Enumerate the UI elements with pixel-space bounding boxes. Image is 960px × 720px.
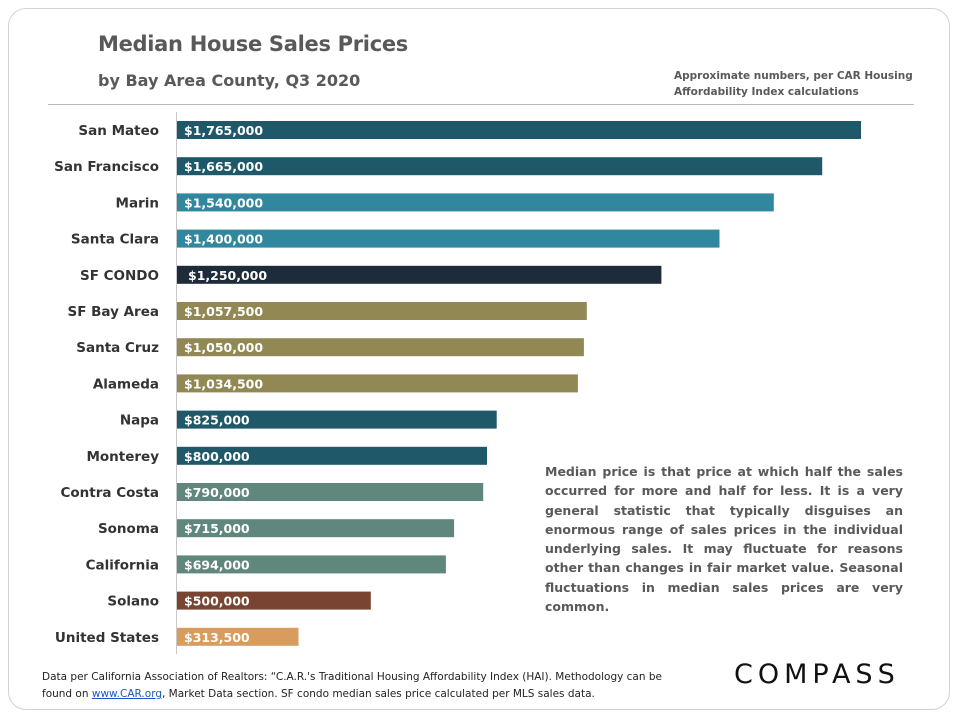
chart-subtitle: by Bay Area County, Q3 2020 [98, 71, 361, 90]
bar [177, 374, 578, 393]
category-label: San Francisco [54, 159, 159, 175]
bar [177, 483, 484, 501]
value-label: $825,000 [184, 413, 250, 428]
category-label: SF Bay Area [67, 304, 159, 320]
header-divider [48, 104, 914, 105]
category-label: Alameda [93, 376, 159, 392]
category-label: California [86, 557, 159, 573]
median-explanation: Median price is that price at which half… [545, 464, 903, 615]
bar [177, 121, 861, 139]
category-label: Contra Costa [61, 485, 160, 501]
bar [177, 410, 497, 429]
source-note: Data per California Association of Realt… [42, 669, 682, 703]
category-label: Santa Cruz [76, 340, 159, 356]
category-label: San Mateo [78, 123, 159, 139]
category-label: Sonoma [98, 521, 159, 537]
source-link[interactable]: www.CAR.org [91, 688, 162, 700]
bar [177, 302, 587, 320]
category-label: Solano [107, 594, 159, 610]
compass-logo: COMPASS [734, 659, 900, 690]
value-label: $790,000 [184, 485, 250, 500]
bar [177, 519, 455, 538]
value-label: $1,540,000 [184, 195, 263, 210]
value-label: $694,000 [184, 557, 250, 572]
value-label: $500,000 [184, 594, 250, 609]
value-label: $1,400,000 [184, 232, 263, 247]
bar [177, 157, 823, 176]
chart-title: Median House Sales Prices [98, 32, 408, 56]
value-label: $1,050,000 [184, 340, 263, 355]
bar [177, 338, 584, 357]
value-label: $1,665,000 [184, 159, 263, 174]
slide-frame [8, 8, 950, 710]
bar [177, 446, 487, 465]
bar [177, 229, 720, 248]
category-label: Marin [116, 195, 159, 211]
category-label: SF CONDO [80, 268, 159, 284]
category-label: United States [55, 630, 159, 646]
source-text-1: Data per California Association of Realt… [42, 671, 662, 700]
value-label: $715,000 [184, 521, 250, 536]
bar [177, 193, 774, 212]
category-label: Napa [120, 413, 159, 429]
methodology-note: Approximate numbers, per CAR Housing Aff… [674, 70, 913, 98]
category-label: Monterey [86, 449, 159, 465]
source-text-2: , Market Data section. SF condo median s… [162, 688, 595, 700]
bar [177, 627, 299, 646]
value-label: $1,250,000 [188, 268, 267, 283]
value-label: $1,057,500 [184, 304, 263, 319]
value-label: $1,034,500 [184, 376, 263, 391]
value-label: $1,765,000 [184, 123, 263, 138]
value-label: $800,000 [184, 449, 250, 464]
bar [177, 591, 371, 610]
category-label: Santa Clara [71, 232, 159, 248]
value-label: $313,500 [184, 630, 250, 645]
bar [177, 555, 446, 574]
bar [177, 265, 662, 284]
bar-chart: San Mateo $1,765,000 San Francisco $1,665,0… [54, 112, 861, 654]
